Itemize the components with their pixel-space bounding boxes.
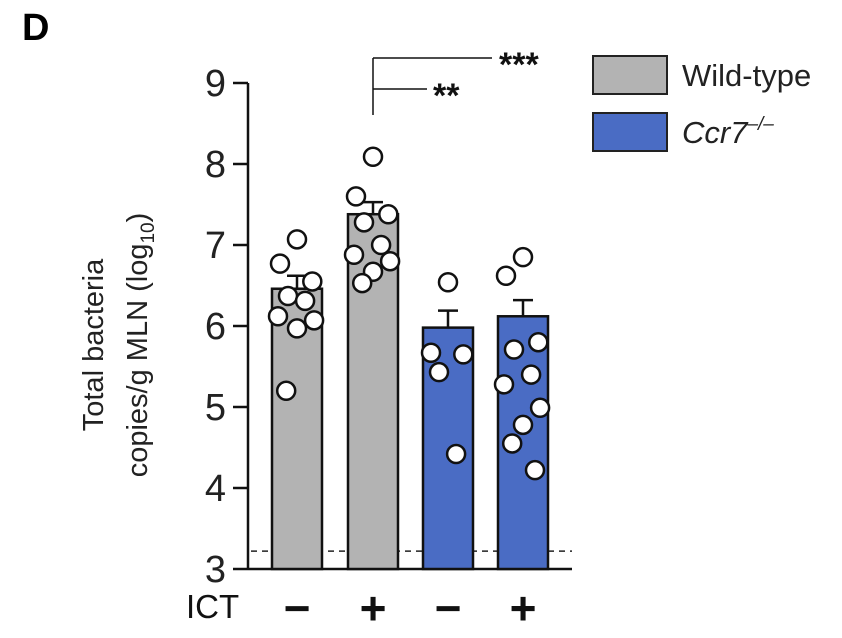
ict-marks: − + − +: [284, 582, 537, 634]
y-tick-label: 6: [205, 306, 226, 348]
data-point: [503, 339, 525, 360]
data-point: [512, 246, 534, 268]
ict-mark: +: [510, 582, 537, 634]
y-axis-label: Total bacteria copies/g MLN (log10): [78, 213, 159, 478]
y-tick-label: 4: [205, 468, 226, 510]
data-point: [275, 380, 297, 402]
data-point: [277, 285, 299, 307]
data-point: [269, 253, 291, 274]
data-point: [495, 265, 517, 287]
data-point: [286, 229, 308, 250]
data-point: [379, 250, 401, 272]
y-axis-label-line2: copies/g MLN (log10): [122, 213, 159, 478]
y-tick-label: 9: [205, 63, 226, 105]
ict-mark: −: [435, 582, 462, 634]
ict-mark: −: [284, 582, 311, 634]
legend-swatch-ccr7: [592, 112, 668, 152]
data-point: [353, 212, 375, 233]
data-point: [345, 186, 367, 207]
legend-label-ccr7: Ccr7–/–: [682, 114, 774, 150]
y-tick-label: 7: [205, 225, 226, 267]
data-point: [420, 342, 442, 363]
data-point: [453, 344, 474, 365]
data-point: [267, 306, 289, 327]
legend-swatch-wild-type: [592, 55, 668, 95]
bars: [270, 200, 550, 571]
data-point: [524, 459, 546, 481]
legend-label-wild-type: Wild-type: [682, 58, 811, 93]
data-point: [512, 414, 534, 436]
y-tick-label: 8: [205, 144, 226, 186]
data-point: [343, 244, 365, 265]
significance-label-double: **: [433, 77, 460, 115]
data-point: [362, 146, 384, 167]
y-tick-label: 5: [205, 387, 226, 429]
data-point: [370, 234, 392, 256]
data-point: [501, 433, 523, 454]
significance-label-triple: ***: [499, 46, 539, 84]
panel-label: D: [22, 7, 49, 49]
y-axis-label-line1: Total bacteria: [78, 258, 110, 431]
data-point: [351, 272, 373, 294]
data-point: [529, 397, 551, 419]
data-point: [445, 443, 467, 465]
data-point: [437, 272, 459, 293]
data-point: [294, 290, 316, 312]
data-point: [286, 318, 308, 339]
data-points: [267, 146, 551, 481]
data-point: [528, 331, 549, 353]
ict-mark: +: [360, 582, 387, 634]
significance-brackets: *****: [372, 46, 539, 115]
data-point: [493, 374, 515, 395]
data-point: [428, 361, 450, 383]
data-point: [302, 271, 323, 292]
y-tick-label: 3: [205, 549, 226, 591]
legend: Wild-type Ccr7–/–: [592, 55, 811, 152]
ict-row-label: ICT: [186, 588, 239, 625]
data-point: [303, 310, 325, 331]
data-point: [378, 203, 399, 225]
data-point: [520, 364, 542, 385]
